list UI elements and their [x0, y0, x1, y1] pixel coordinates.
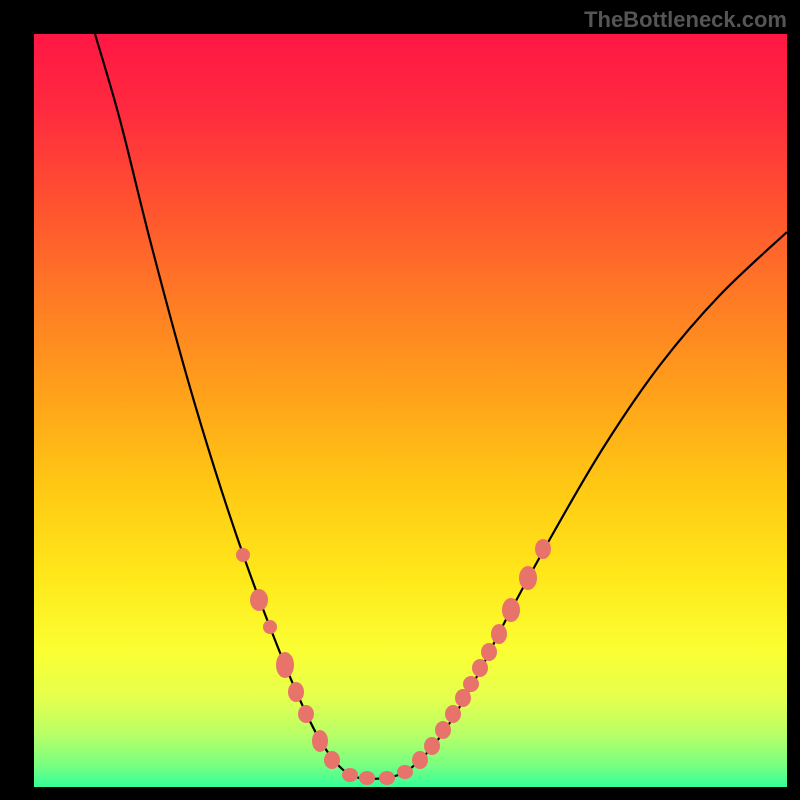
watermark-text: TheBottleneck.com — [584, 7, 787, 33]
gradient-background — [34, 34, 787, 787]
chart-canvas: TheBottleneck.com — [0, 0, 800, 800]
